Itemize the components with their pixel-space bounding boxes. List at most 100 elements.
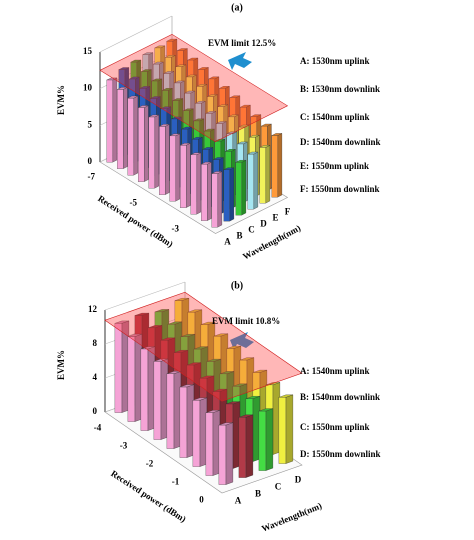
bar-side	[112, 77, 118, 163]
bar-side	[265, 145, 271, 204]
bar-front	[114, 323, 123, 413]
z-tick-label: B	[236, 231, 242, 241]
bar-front	[247, 153, 254, 210]
z-axis-label: Wavelength(nm)	[260, 501, 323, 534]
y-tick-label: 10	[83, 83, 93, 93]
z-tick-label: C	[275, 482, 282, 492]
bar	[159, 124, 170, 195]
bar-front	[180, 145, 187, 208]
bar	[192, 397, 208, 467]
bar	[223, 167, 235, 222]
bar	[218, 422, 234, 485]
bar-front	[179, 386, 188, 458]
x-tick-label: -2	[146, 459, 154, 469]
bar	[140, 346, 156, 431]
arrow	[230, 332, 254, 350]
legend-label: B: 1530nm downlink	[300, 84, 380, 94]
bar	[278, 394, 294, 464]
bar	[148, 114, 160, 189]
bar	[106, 77, 118, 163]
bar-side	[253, 151, 259, 210]
z-tick-label: A	[224, 237, 231, 247]
bar	[205, 409, 221, 476]
bar-front	[271, 135, 278, 198]
bar-side	[154, 114, 160, 189]
bar	[247, 151, 259, 210]
bar-front	[238, 417, 247, 478]
annotation: EVM limit 10.8%	[212, 316, 280, 326]
bar	[235, 159, 247, 216]
bar-side	[175, 133, 181, 202]
bar-side	[277, 133, 283, 198]
bar	[190, 152, 202, 215]
legend-label: A: 1530nm uplink	[300, 56, 370, 66]
bar	[138, 105, 149, 182]
bar-side	[265, 408, 274, 471]
bar-front	[106, 79, 113, 163]
y-tick-label: 12	[88, 304, 98, 314]
bar-front	[117, 89, 124, 169]
bar-side	[245, 414, 254, 478]
bar	[153, 358, 169, 440]
arrow	[228, 52, 252, 70]
bar	[127, 95, 139, 176]
y-tick-label: 0	[93, 406, 98, 416]
chart-title: (a)	[231, 2, 243, 13]
x-tick-label: -3	[172, 223, 180, 233]
bar	[211, 171, 223, 228]
bar-side	[217, 171, 223, 228]
limit-plane	[104, 291, 303, 402]
bar-side	[225, 422, 234, 485]
bar-side	[241, 159, 247, 216]
bar	[166, 371, 182, 449]
limit-plane	[99, 33, 289, 143]
bar-front	[235, 162, 242, 216]
bar-front	[153, 361, 162, 440]
bar-front	[205, 412, 214, 476]
z-tick-label: B	[255, 489, 261, 499]
bar	[117, 87, 128, 169]
bar-front	[278, 397, 287, 464]
bar	[114, 320, 130, 413]
bar-front	[138, 107, 145, 182]
x-tick-label: 0	[199, 495, 204, 505]
bar-side	[165, 124, 170, 195]
legend-label: C: 1550nm uplink	[300, 422, 370, 432]
bar-front	[211, 173, 218, 228]
y-tick-label: 8	[93, 338, 98, 348]
legend-label: B: 1540nm downlink	[300, 392, 380, 402]
grid-line	[104, 281, 186, 311]
bar	[180, 142, 191, 208]
bar-front	[201, 164, 208, 221]
legend-label: A: 1540nm uplink	[300, 366, 370, 376]
y-axis-label: EVM%	[56, 350, 66, 380]
x-tick-label: -5	[130, 197, 138, 207]
bar	[271, 133, 283, 198]
y-tick-label: 4	[93, 372, 98, 382]
bar-side	[186, 142, 191, 208]
z-tick-label: D	[295, 475, 302, 485]
bar-side	[144, 105, 149, 182]
bar	[258, 408, 274, 471]
bar-front	[192, 400, 201, 467]
bar-side	[285, 394, 294, 464]
z-tick-label: A	[235, 496, 242, 506]
y-tick-label: 0	[88, 156, 93, 166]
bar-front	[190, 154, 197, 215]
bar-front	[169, 135, 176, 202]
bar-front	[258, 410, 267, 471]
legend-label: D: 1540nm downlink	[300, 137, 381, 147]
legend-label: C: 1540nm uplink	[300, 112, 370, 122]
x-tick-label: -4	[94, 423, 102, 433]
bar-front	[159, 126, 166, 195]
bar-front	[127, 98, 134, 176]
z-tick-label: F	[285, 207, 291, 217]
bar-front	[127, 336, 136, 422]
x-tick-label: -7	[88, 171, 96, 181]
y-tick-label: 5	[88, 119, 93, 129]
y-axis-label: EVM%	[56, 85, 66, 115]
bar-front	[223, 169, 230, 222]
bar-side	[229, 167, 235, 222]
bar-front	[166, 373, 175, 449]
